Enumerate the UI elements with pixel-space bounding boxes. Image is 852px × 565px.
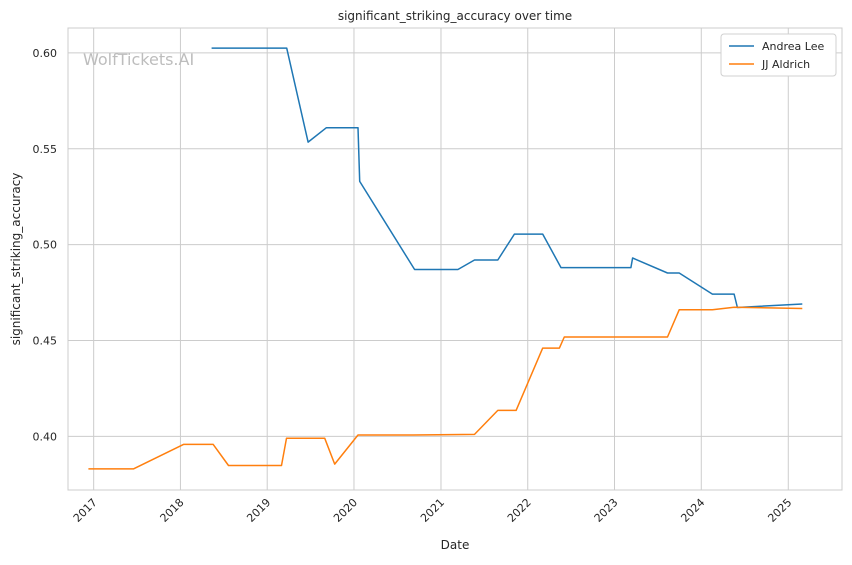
- plot-area: [67, 27, 843, 491]
- y-tick-label: 0.60: [33, 47, 58, 60]
- y-axis-ticks: 0.40 0.45 0.50 0.55 0.60: [33, 47, 58, 443]
- y-tick-label: 0.55: [33, 143, 58, 156]
- legend-box: [720, 33, 837, 77]
- series-line-0: [211, 47, 803, 309]
- series-line-1: [88, 306, 803, 470]
- chart-title: significant_striking_accuracy over time: [338, 9, 572, 23]
- legend-label: Andrea Lee: [762, 40, 824, 53]
- series-lines: [88, 47, 803, 470]
- legend: Andrea Lee JJ Aldrich: [720, 33, 837, 77]
- watermark: WolfTickets.AI: [83, 50, 194, 69]
- y-tick-label: 0.50: [33, 239, 58, 252]
- legend-items: Andrea Lee JJ Aldrich: [729, 40, 824, 71]
- legend-label: JJ Aldrich: [761, 58, 810, 71]
- y-axis-label: significant_striking_accuracy: [9, 173, 23, 346]
- grid-lines: [68, 28, 842, 490]
- y-tick-label: 0.45: [33, 334, 58, 347]
- y-tick-label: 0.40: [33, 430, 58, 443]
- x-axis-label: Date: [441, 538, 470, 552]
